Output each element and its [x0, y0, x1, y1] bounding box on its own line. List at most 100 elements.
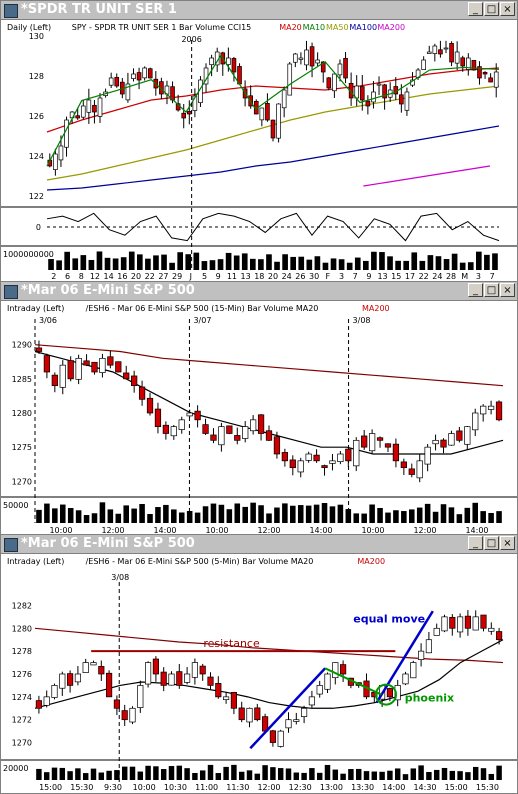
es-15min-chart[interactable]: Intraday (Left) /ESH6 - Mar 06 E-Mini S&P…: [1, 301, 517, 534]
legend-item: Daily (Left): [7, 23, 51, 32]
candle-body: [121, 710, 128, 721]
candle-body: [404, 91, 410, 111]
candle-body: [326, 77, 332, 89]
x-tick-label: 14: [104, 272, 114, 281]
volume-bar: [492, 253, 498, 270]
volume-bar: [401, 511, 407, 523]
x-tick-label: 15:30: [476, 783, 499, 792]
maximize-button[interactable]: □: [484, 536, 499, 550]
candle-body: [448, 433, 455, 446]
x-tick-label: 10:30: [164, 783, 187, 792]
volume-bar: [387, 256, 393, 270]
volume-bar: [75, 510, 82, 523]
candle-body: [384, 443, 392, 448]
candle-body: [242, 426, 249, 439]
volume-bar: [90, 768, 97, 780]
x-tick-label: 14:30: [413, 783, 436, 792]
candle-body: [472, 412, 479, 431]
volume-bar: [215, 773, 222, 780]
volume-bar: [254, 773, 261, 780]
candle-body: [181, 112, 187, 119]
window-titlebar[interactable]: *Mar 06 E-Mini S&P 500 _ □ ×: [1, 282, 517, 301]
close-button[interactable]: ×: [500, 283, 515, 297]
candle-body: [35, 347, 43, 352]
volume-bar: [241, 253, 248, 270]
spy-daily-chart[interactable]: Daily (Left) SPY - SPDR TR UNIT SER 1 Bar…: [1, 20, 517, 282]
es-5min-chart[interactable]: Intraday (Left) /ESH6 - Mar 06 E-Mini S&P…: [1, 554, 517, 793]
volume-bar: [427, 255, 434, 270]
volume-bar: [98, 772, 105, 780]
close-button[interactable]: ×: [500, 2, 515, 16]
volume-bar: [345, 509, 352, 523]
candle-body: [231, 58, 237, 73]
candle-body: [176, 671, 183, 686]
volume-bar: [270, 767, 276, 780]
maximize-button[interactable]: □: [484, 283, 499, 297]
x-tick-label: 5: [202, 272, 207, 281]
volume-bar: [121, 766, 128, 780]
candle-body: [273, 436, 281, 455]
x-tick-label: 11: [227, 272, 237, 281]
volume-bar: [176, 765, 183, 780]
candle-body: [51, 685, 58, 698]
candle-body: [178, 419, 185, 430]
volume-bar: [123, 505, 129, 523]
candle-body: [269, 730, 276, 743]
volume-bar: [301, 772, 307, 780]
maximize-button[interactable]: □: [484, 2, 499, 16]
candle-body: [152, 658, 159, 675]
candle-body: [230, 691, 237, 709]
close-button[interactable]: ×: [500, 536, 515, 550]
candle-body: [464, 426, 471, 445]
candle-body: [131, 375, 138, 387]
volume-bar: [199, 770, 206, 780]
candle-body: [186, 412, 193, 417]
candle-body: [332, 73, 337, 92]
x-tick-label: 13: [377, 272, 387, 281]
minimize-button[interactable]: _: [468, 536, 483, 550]
legend-item: MA200: [377, 23, 405, 32]
candle-body: [343, 57, 348, 79]
volume-bar: [145, 765, 151, 780]
volume-bar: [225, 252, 232, 270]
window-titlebar[interactable]: *Mar 06 E-Mini S&P 500 _ □ ×: [1, 535, 517, 554]
candle-body: [376, 437, 384, 441]
volume-bar: [131, 508, 137, 523]
candle-body: [371, 91, 376, 103]
volume-bar: [67, 771, 73, 780]
candle-body: [43, 696, 50, 706]
volume-bar: [416, 507, 423, 523]
legend-item: MA20: [279, 23, 302, 32]
candle-body: [361, 435, 368, 448]
x-tick-label: 16: [117, 272, 127, 281]
candle-body: [257, 414, 265, 434]
volume-bar: [433, 769, 440, 780]
volume-bar: [496, 511, 502, 523]
volume-bar: [393, 510, 399, 523]
candle-body: [392, 443, 400, 462]
candle-body: [131, 73, 136, 79]
candle-body: [59, 364, 66, 388]
volume-bar: [88, 259, 95, 270]
volume-bar: [285, 768, 292, 780]
candle-body: [456, 430, 463, 441]
candle-body: [136, 72, 142, 81]
candle-body: [114, 76, 120, 87]
volume-bar: [467, 262, 474, 270]
window-titlebar[interactable]: *SPDR TR UNIT SER 1 _ □ ×: [1, 1, 517, 20]
candle-body: [226, 425, 233, 434]
candle-body: [115, 361, 122, 373]
candle-body: [320, 61, 326, 73]
minimize-button[interactable]: _: [468, 2, 483, 16]
volume-bar: [107, 509, 114, 523]
candle-body: [265, 430, 273, 441]
volume-bar: [329, 506, 336, 523]
x-tick-label: 7: [490, 272, 495, 281]
legend-item: /ESH6 - Mar 06 E-Mini S&P 500 (15-Min) B…: [86, 304, 319, 313]
volume-bar: [43, 772, 50, 780]
candle-body: [82, 662, 89, 673]
minimize-button[interactable]: _: [468, 283, 483, 297]
candle-body: [425, 639, 432, 654]
volume-bar: [451, 253, 458, 270]
y-tick-label: 1280: [12, 409, 32, 418]
